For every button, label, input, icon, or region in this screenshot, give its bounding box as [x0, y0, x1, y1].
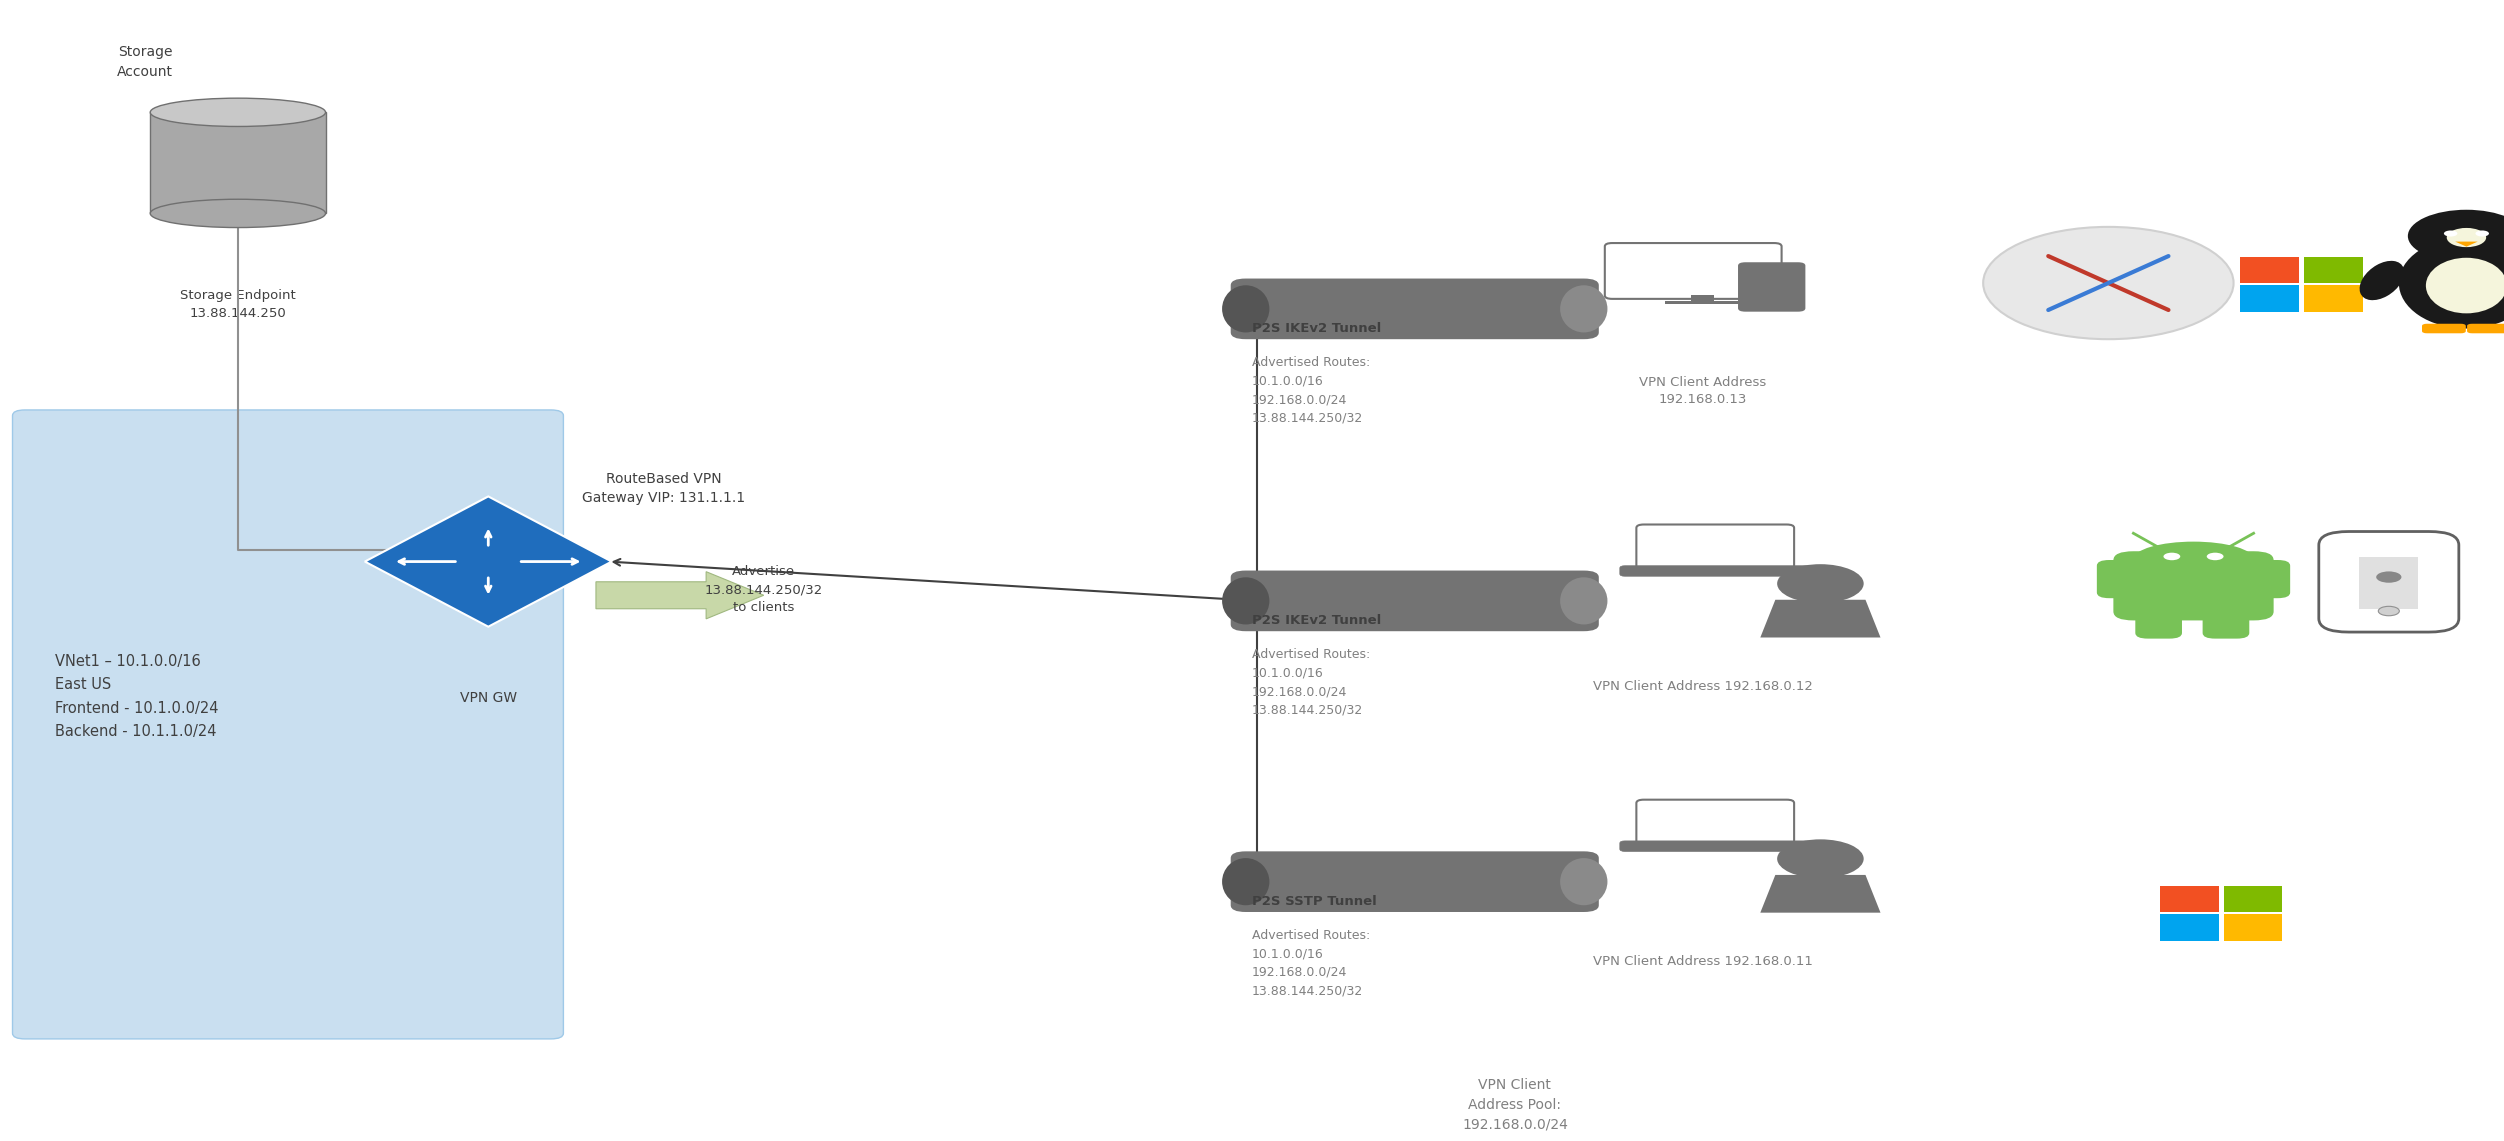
FancyBboxPatch shape — [1620, 566, 1810, 576]
Polygon shape — [366, 496, 611, 626]
Text: Advertised Routes:
10.1.0.0/16
192.168.0.0/24
13.88.144.250/32: Advertised Routes: 10.1.0.0/16 192.168.0… — [1252, 648, 1370, 717]
Text: VPN Client Address
192.168.0.13: VPN Client Address 192.168.0.13 — [1640, 377, 1765, 406]
Circle shape — [1778, 564, 1863, 602]
FancyBboxPatch shape — [2304, 257, 2364, 283]
FancyBboxPatch shape — [1738, 262, 1805, 311]
FancyBboxPatch shape — [2096, 560, 2141, 598]
Text: VPN GW: VPN GW — [461, 690, 516, 705]
Circle shape — [2444, 230, 2456, 236]
Ellipse shape — [1222, 577, 1270, 624]
Text: Advertised Routes:
10.1.0.0/16
192.168.0.0/24
13.88.144.250/32: Advertised Routes: 10.1.0.0/16 192.168.0… — [1252, 356, 1370, 424]
FancyBboxPatch shape — [2161, 914, 2219, 940]
Text: VPN Client Address 192.168.0.12: VPN Client Address 192.168.0.12 — [1593, 680, 1813, 693]
FancyBboxPatch shape — [2241, 257, 2299, 283]
Circle shape — [2409, 210, 2504, 262]
FancyBboxPatch shape — [2319, 532, 2459, 632]
Text: VPN Client Address 192.168.0.11: VPN Client Address 192.168.0.11 — [1593, 955, 1813, 968]
FancyBboxPatch shape — [1665, 301, 1740, 304]
Ellipse shape — [150, 98, 326, 127]
Ellipse shape — [1560, 858, 1608, 905]
Ellipse shape — [1560, 577, 1608, 624]
FancyBboxPatch shape — [2246, 560, 2291, 598]
Text: P2S IKEv2 Tunnel: P2S IKEv2 Tunnel — [1252, 614, 1382, 628]
FancyBboxPatch shape — [1638, 800, 1795, 847]
Text: Advertise
13.88.144.250/32
to clients: Advertise 13.88.144.250/32 to clients — [704, 565, 824, 614]
FancyBboxPatch shape — [1605, 243, 1783, 299]
Ellipse shape — [1560, 285, 1608, 332]
Circle shape — [2376, 572, 2401, 583]
FancyBboxPatch shape — [2161, 885, 2219, 912]
FancyBboxPatch shape — [2224, 914, 2284, 940]
Polygon shape — [596, 572, 764, 618]
FancyBboxPatch shape — [150, 112, 326, 213]
Ellipse shape — [150, 200, 326, 227]
Text: Advertised Routes:
10.1.0.0/16
192.168.0.0/24
13.88.144.250/32: Advertised Routes: 10.1.0.0/16 192.168.0… — [1252, 929, 1370, 997]
Circle shape — [2476, 230, 2489, 236]
Ellipse shape — [2133, 542, 2254, 576]
FancyBboxPatch shape — [1229, 570, 1598, 631]
Polygon shape — [1760, 600, 1881, 638]
Text: Storage Endpoint
13.88.144.250: Storage Endpoint 13.88.144.250 — [180, 289, 295, 321]
FancyBboxPatch shape — [2204, 604, 2249, 639]
FancyBboxPatch shape — [2136, 604, 2181, 639]
FancyBboxPatch shape — [2466, 324, 2504, 333]
Ellipse shape — [1222, 285, 1270, 332]
Circle shape — [2163, 552, 2181, 560]
FancyBboxPatch shape — [2359, 557, 2419, 609]
FancyBboxPatch shape — [2113, 551, 2274, 621]
Circle shape — [2379, 606, 2399, 616]
FancyBboxPatch shape — [1638, 525, 1795, 572]
FancyBboxPatch shape — [2304, 285, 2364, 311]
FancyBboxPatch shape — [2224, 885, 2284, 912]
FancyBboxPatch shape — [1229, 278, 1598, 339]
Circle shape — [1778, 840, 1863, 879]
Text: RouteBased VPN
Gateway VIP: 131.1.1.1: RouteBased VPN Gateway VIP: 131.1.1.1 — [581, 472, 746, 505]
Text: Storage
Account: Storage Account — [118, 44, 173, 79]
Ellipse shape — [2399, 237, 2504, 329]
Circle shape — [1983, 227, 2234, 339]
Polygon shape — [2454, 242, 2476, 246]
Text: P2S SSTP Tunnel: P2S SSTP Tunnel — [1252, 896, 1377, 908]
Text: VPN Client
Address Pool:
192.168.0.0/24: VPN Client Address Pool: 192.168.0.0/24 — [1462, 1078, 1568, 1131]
Polygon shape — [1760, 875, 1881, 913]
Ellipse shape — [1222, 858, 1270, 905]
Circle shape — [2206, 552, 2224, 560]
Ellipse shape — [2446, 228, 2486, 248]
FancyBboxPatch shape — [2241, 285, 2299, 311]
Text: P2S IKEv2 Tunnel: P2S IKEv2 Tunnel — [1252, 323, 1382, 335]
FancyBboxPatch shape — [1690, 296, 1715, 302]
FancyBboxPatch shape — [1229, 851, 1598, 912]
Ellipse shape — [2426, 258, 2504, 314]
FancyBboxPatch shape — [13, 410, 563, 1039]
FancyBboxPatch shape — [1620, 841, 1810, 851]
Text: VNet1 – 10.1.0.0/16
East US
Frontend - 10.1.0.0/24
Backend - 10.1.1.0/24: VNet1 – 10.1.0.0/16 East US Frontend - 1… — [55, 654, 218, 739]
Ellipse shape — [2359, 261, 2404, 300]
FancyBboxPatch shape — [2421, 324, 2466, 333]
